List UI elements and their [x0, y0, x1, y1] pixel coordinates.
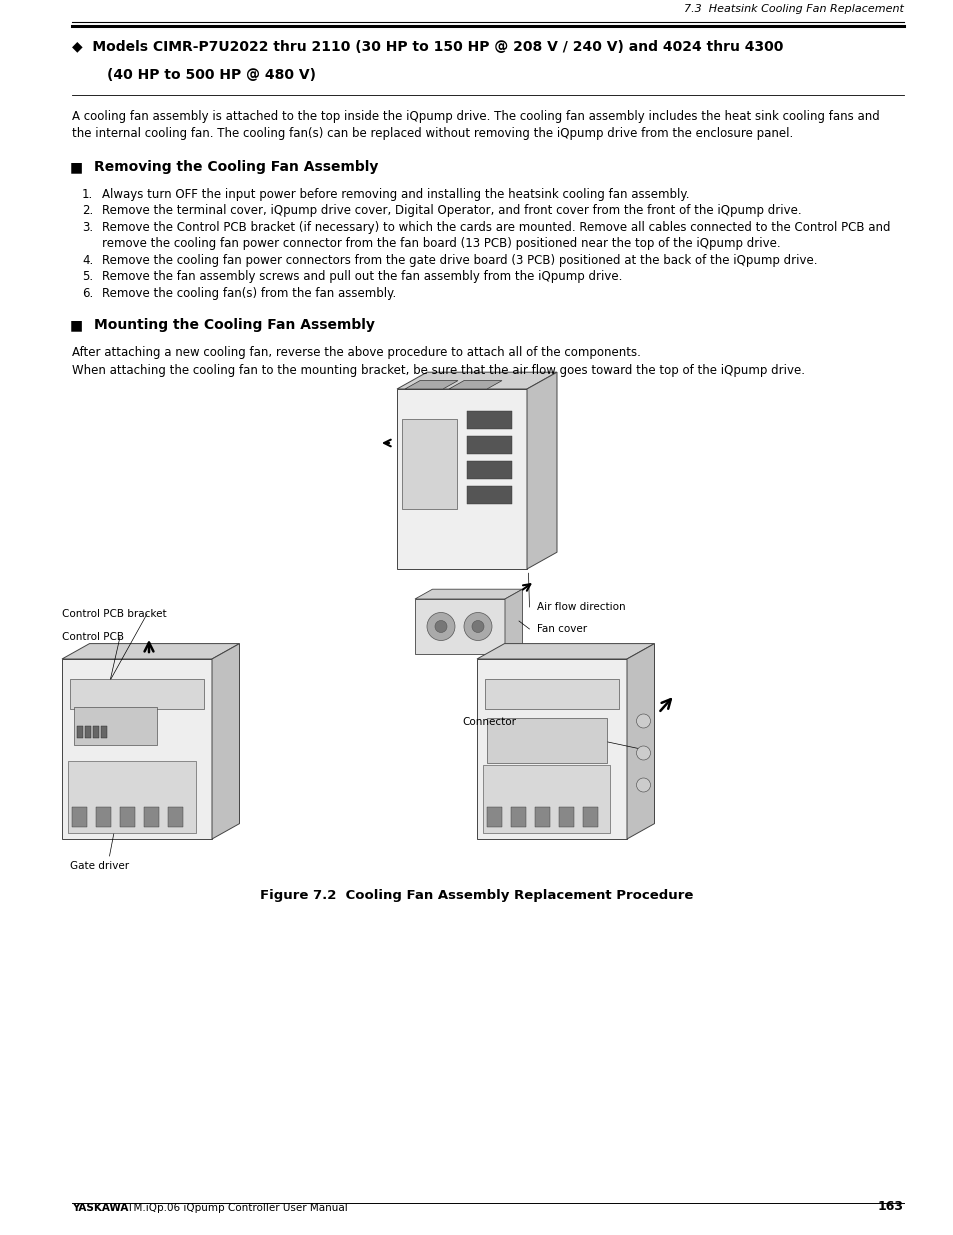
Polygon shape	[526, 372, 557, 569]
Text: YASKAWA: YASKAWA	[71, 1203, 129, 1213]
Text: Connector: Connector	[461, 718, 516, 727]
Text: Always turn OFF the input power before removing and installing the heatsink cool: Always turn OFF the input power before r…	[102, 188, 689, 201]
Polygon shape	[626, 643, 654, 839]
Bar	[467, 487, 512, 504]
Text: Fan cover: Fan cover	[537, 624, 587, 634]
Bar	[558, 806, 574, 827]
Text: 4.: 4.	[82, 254, 93, 267]
Bar	[467, 411, 512, 429]
Bar	[120, 806, 135, 827]
Text: ■: ■	[70, 161, 83, 174]
Text: TM.iQp.06 iQpump Controller User Manual: TM.iQp.06 iQpump Controller User Manual	[124, 1203, 348, 1213]
Text: Control PCB: Control PCB	[62, 632, 124, 642]
Circle shape	[636, 778, 650, 792]
Polygon shape	[405, 380, 457, 389]
Polygon shape	[212, 643, 239, 839]
Bar	[77, 726, 83, 739]
Bar	[144, 806, 159, 827]
Bar	[482, 764, 610, 832]
Text: Remove the cooling fan power connectors from the gate drive board (3 PCB) positi: Remove the cooling fan power connectors …	[102, 254, 817, 267]
Bar	[92, 726, 99, 739]
Text: Figure 7.2  Cooling Fan Assembly Replacement Procedure: Figure 7.2 Cooling Fan Assembly Replacem…	[260, 889, 693, 902]
Bar	[68, 761, 195, 832]
Text: (40 HP to 500 HP @ 480 V): (40 HP to 500 HP @ 480 V)	[107, 68, 315, 82]
Polygon shape	[396, 389, 526, 569]
Text: remove the cooling fan power connector from the fan board (13 PCB) positioned ne: remove the cooling fan power connector f…	[102, 237, 780, 251]
Text: Gate driver: Gate driver	[70, 861, 129, 871]
Text: ■: ■	[70, 319, 83, 332]
Text: After attaching a new cooling fan, reverse the above procedure to attach all of : After attaching a new cooling fan, rever…	[71, 347, 640, 359]
Bar	[582, 806, 598, 827]
Text: 1.: 1.	[82, 188, 93, 201]
Polygon shape	[504, 589, 522, 655]
Text: Remove the fan assembly screws and pull out the fan assembly from the iQpump dri: Remove the fan assembly screws and pull …	[102, 270, 621, 284]
Bar	[70, 679, 204, 709]
Bar	[486, 719, 606, 763]
Text: 163: 163	[877, 1200, 903, 1213]
Bar	[71, 806, 87, 827]
Text: Remove the terminal cover, iQpump drive cover, Digital Operator, and front cover: Remove the terminal cover, iQpump drive …	[102, 205, 801, 217]
Bar	[85, 726, 91, 739]
Polygon shape	[476, 659, 626, 839]
Text: 5.: 5.	[82, 270, 93, 284]
Circle shape	[636, 714, 650, 727]
Circle shape	[435, 620, 447, 632]
Text: Removing the Cooling Fan Assembly: Removing the Cooling Fan Assembly	[94, 161, 378, 174]
Circle shape	[427, 613, 455, 641]
Polygon shape	[62, 659, 212, 839]
Text: Air flow direction: Air flow direction	[537, 601, 625, 613]
Bar	[484, 679, 618, 709]
Bar	[168, 806, 183, 827]
Polygon shape	[415, 599, 504, 655]
Text: the internal cooling fan. The cooling fan(s) can be replaced without removing th: the internal cooling fan. The cooling fa…	[71, 127, 792, 141]
Circle shape	[472, 620, 483, 632]
Bar	[486, 806, 501, 827]
Text: Remove the cooling fan(s) from the fan assembly.: Remove the cooling fan(s) from the fan a…	[102, 287, 395, 300]
Circle shape	[463, 613, 492, 641]
Polygon shape	[62, 643, 239, 659]
Text: ◆  Models CIMR-P7U2022 thru 2110 (30 HP to 150 HP @ 208 V / 240 V) and 4024 thru: ◆ Models CIMR-P7U2022 thru 2110 (30 HP t…	[71, 40, 782, 54]
Bar	[535, 806, 550, 827]
Text: Mounting the Cooling Fan Assembly: Mounting the Cooling Fan Assembly	[94, 319, 375, 332]
Bar	[467, 436, 512, 454]
Bar	[74, 708, 156, 746]
Bar	[467, 461, 512, 479]
Polygon shape	[449, 380, 501, 389]
Text: 3.: 3.	[82, 221, 93, 233]
Text: Remove the Control PCB bracket (if necessary) to which the cards are mounted. Re: Remove the Control PCB bracket (if neces…	[102, 221, 889, 233]
Text: When attaching the cooling fan to the mounting bracket, be sure that the air flo: When attaching the cooling fan to the mo…	[71, 364, 804, 377]
Circle shape	[636, 746, 650, 760]
Text: Control PCB bracket: Control PCB bracket	[62, 609, 167, 619]
Bar	[401, 419, 456, 509]
Text: A cooling fan assembly is attached to the top inside the iQpump drive. The cooli: A cooling fan assembly is attached to th…	[71, 110, 879, 124]
Polygon shape	[396, 372, 557, 389]
Polygon shape	[476, 643, 654, 659]
Polygon shape	[415, 589, 522, 599]
Text: 7.3  Heatsink Cooling Fan Replacement: 7.3 Heatsink Cooling Fan Replacement	[683, 4, 903, 14]
Text: 2.: 2.	[82, 205, 93, 217]
Bar	[101, 726, 107, 739]
Text: 6.: 6.	[82, 287, 93, 300]
Bar	[511, 806, 525, 827]
Bar	[96, 806, 111, 827]
